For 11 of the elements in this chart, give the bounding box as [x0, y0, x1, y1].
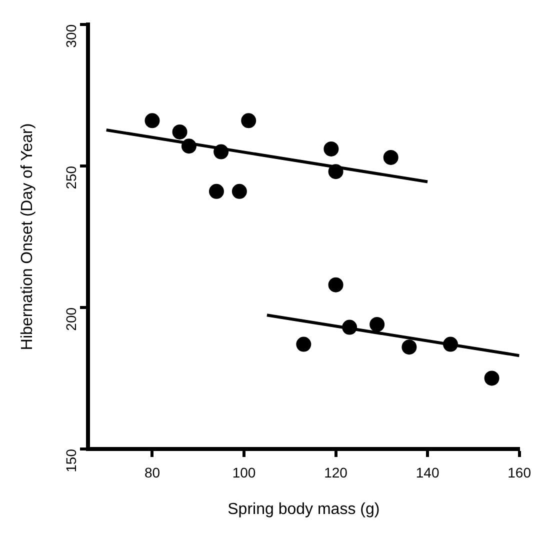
- y-tick-label: 200: [62, 307, 79, 331]
- x-tick-label: 160: [508, 464, 532, 480]
- x-axis-title: Spring body mass (g): [228, 500, 380, 518]
- y-tick-label: 300: [62, 24, 79, 48]
- x-tick-label: 80: [144, 464, 160, 480]
- y-tick-label: 150: [62, 448, 79, 472]
- x-tick-label: 100: [232, 464, 256, 480]
- y-tick-label: 250: [62, 166, 79, 190]
- x-tick-label: 140: [416, 464, 440, 480]
- y-axis-title: Hibernation Onset (Day of Year): [19, 123, 36, 350]
- x-tick-label: 120: [324, 464, 348, 480]
